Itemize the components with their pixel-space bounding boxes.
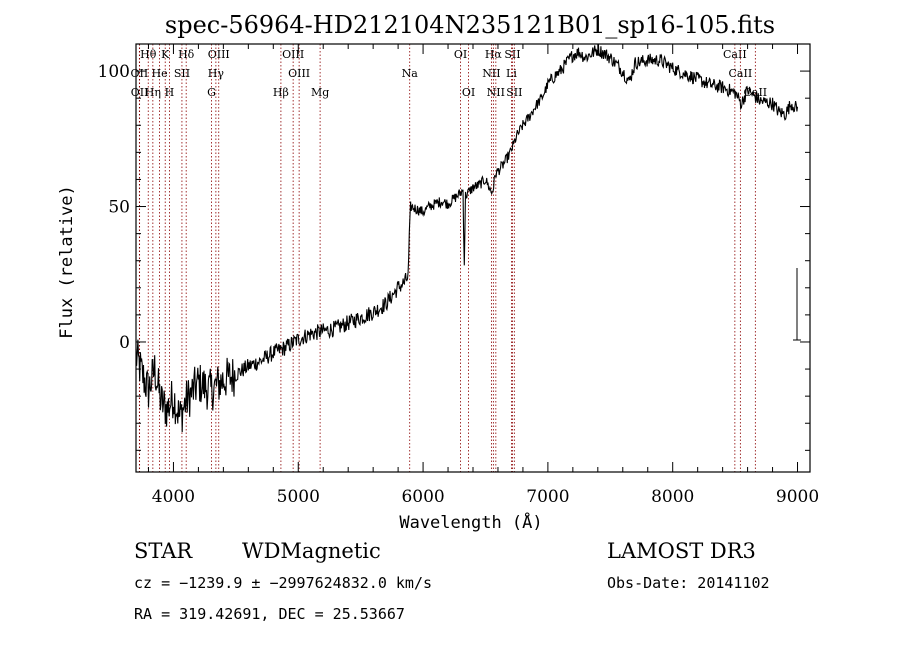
object-class: STAR [134,539,193,563]
spectral-line-label: NII [487,86,505,99]
spectral-line-label: Hη [145,86,161,99]
obs-date: Obs-Date: 20141102 [607,574,770,592]
spectral-line-label: SII [504,48,520,61]
spectral-line-label: CaII [723,48,747,61]
x-axis-label: Wavelength (Å) [399,511,542,533]
spectral-line-label: NII [482,67,500,80]
spectrum-info: STAR WDMagnetic LAMOST DR3 cz = −1239.9 … [134,539,770,623]
survey-name: LAMOST DR3 [607,539,756,563]
spectral-line-label: Hγ [208,67,225,80]
plot-frame [135,43,811,473]
spectral-line-label: Hθ [140,48,157,61]
x-tick-label: 7000 [526,487,569,507]
spectral-line-label: Hδ [178,48,195,61]
y-axis-label: Flux (relative) [57,185,77,339]
spectral-line-label: OIII [282,48,304,61]
spectral-line-label: SII [506,86,522,99]
spectral-line-label: OIII [288,67,310,80]
spectral-line-label: OI [462,86,475,99]
chart-title: spec-56964-HD212104N235121B01_sp16-105.f… [165,11,775,39]
spectral-line-label: G [207,86,216,99]
spectrum-line [135,44,799,433]
spectral-line-label: SII [174,67,190,80]
spectral-line-label: He [152,67,168,80]
y-tick-label: 0 [119,333,130,353]
spectral-line-label: K [161,48,170,61]
spectral-line-label: Hβ [273,86,289,99]
spectral-line-label: OI [454,48,467,61]
x-tick-label: 9000 [776,487,819,507]
x-tick-label: 6000 [401,487,444,507]
x-tick-label: 4000 [152,487,195,507]
coordinates: RA = 319.42691, DEC = 25.53667 [134,605,405,623]
redshift-text: cz = −1239.9 ± −2997624832.0 km/s [134,574,432,592]
spectral-line-label: OIII [208,48,230,61]
x-tick-label: 5000 [277,487,320,507]
spectral-line-label: Mg [311,86,329,99]
spectral-line-label: H [165,86,175,99]
object-subclass: WDMagnetic [242,539,381,563]
x-tick-label: 8000 [651,487,694,507]
y-axis: 0 50 100 [98,43,810,451]
x-axis: 4000 5000 6000 7000 8000 9000 [147,44,819,507]
spectral-line-label: Hα [485,48,503,61]
spectral-line-label: OII [131,86,149,99]
y-tick-label: 50 [108,198,130,218]
spectral-line-label: Na [402,67,419,80]
y-tick-label: 100 [98,62,130,82]
spectral-line-label: Li [506,67,517,80]
spectral-line-label: CaII [729,67,753,80]
